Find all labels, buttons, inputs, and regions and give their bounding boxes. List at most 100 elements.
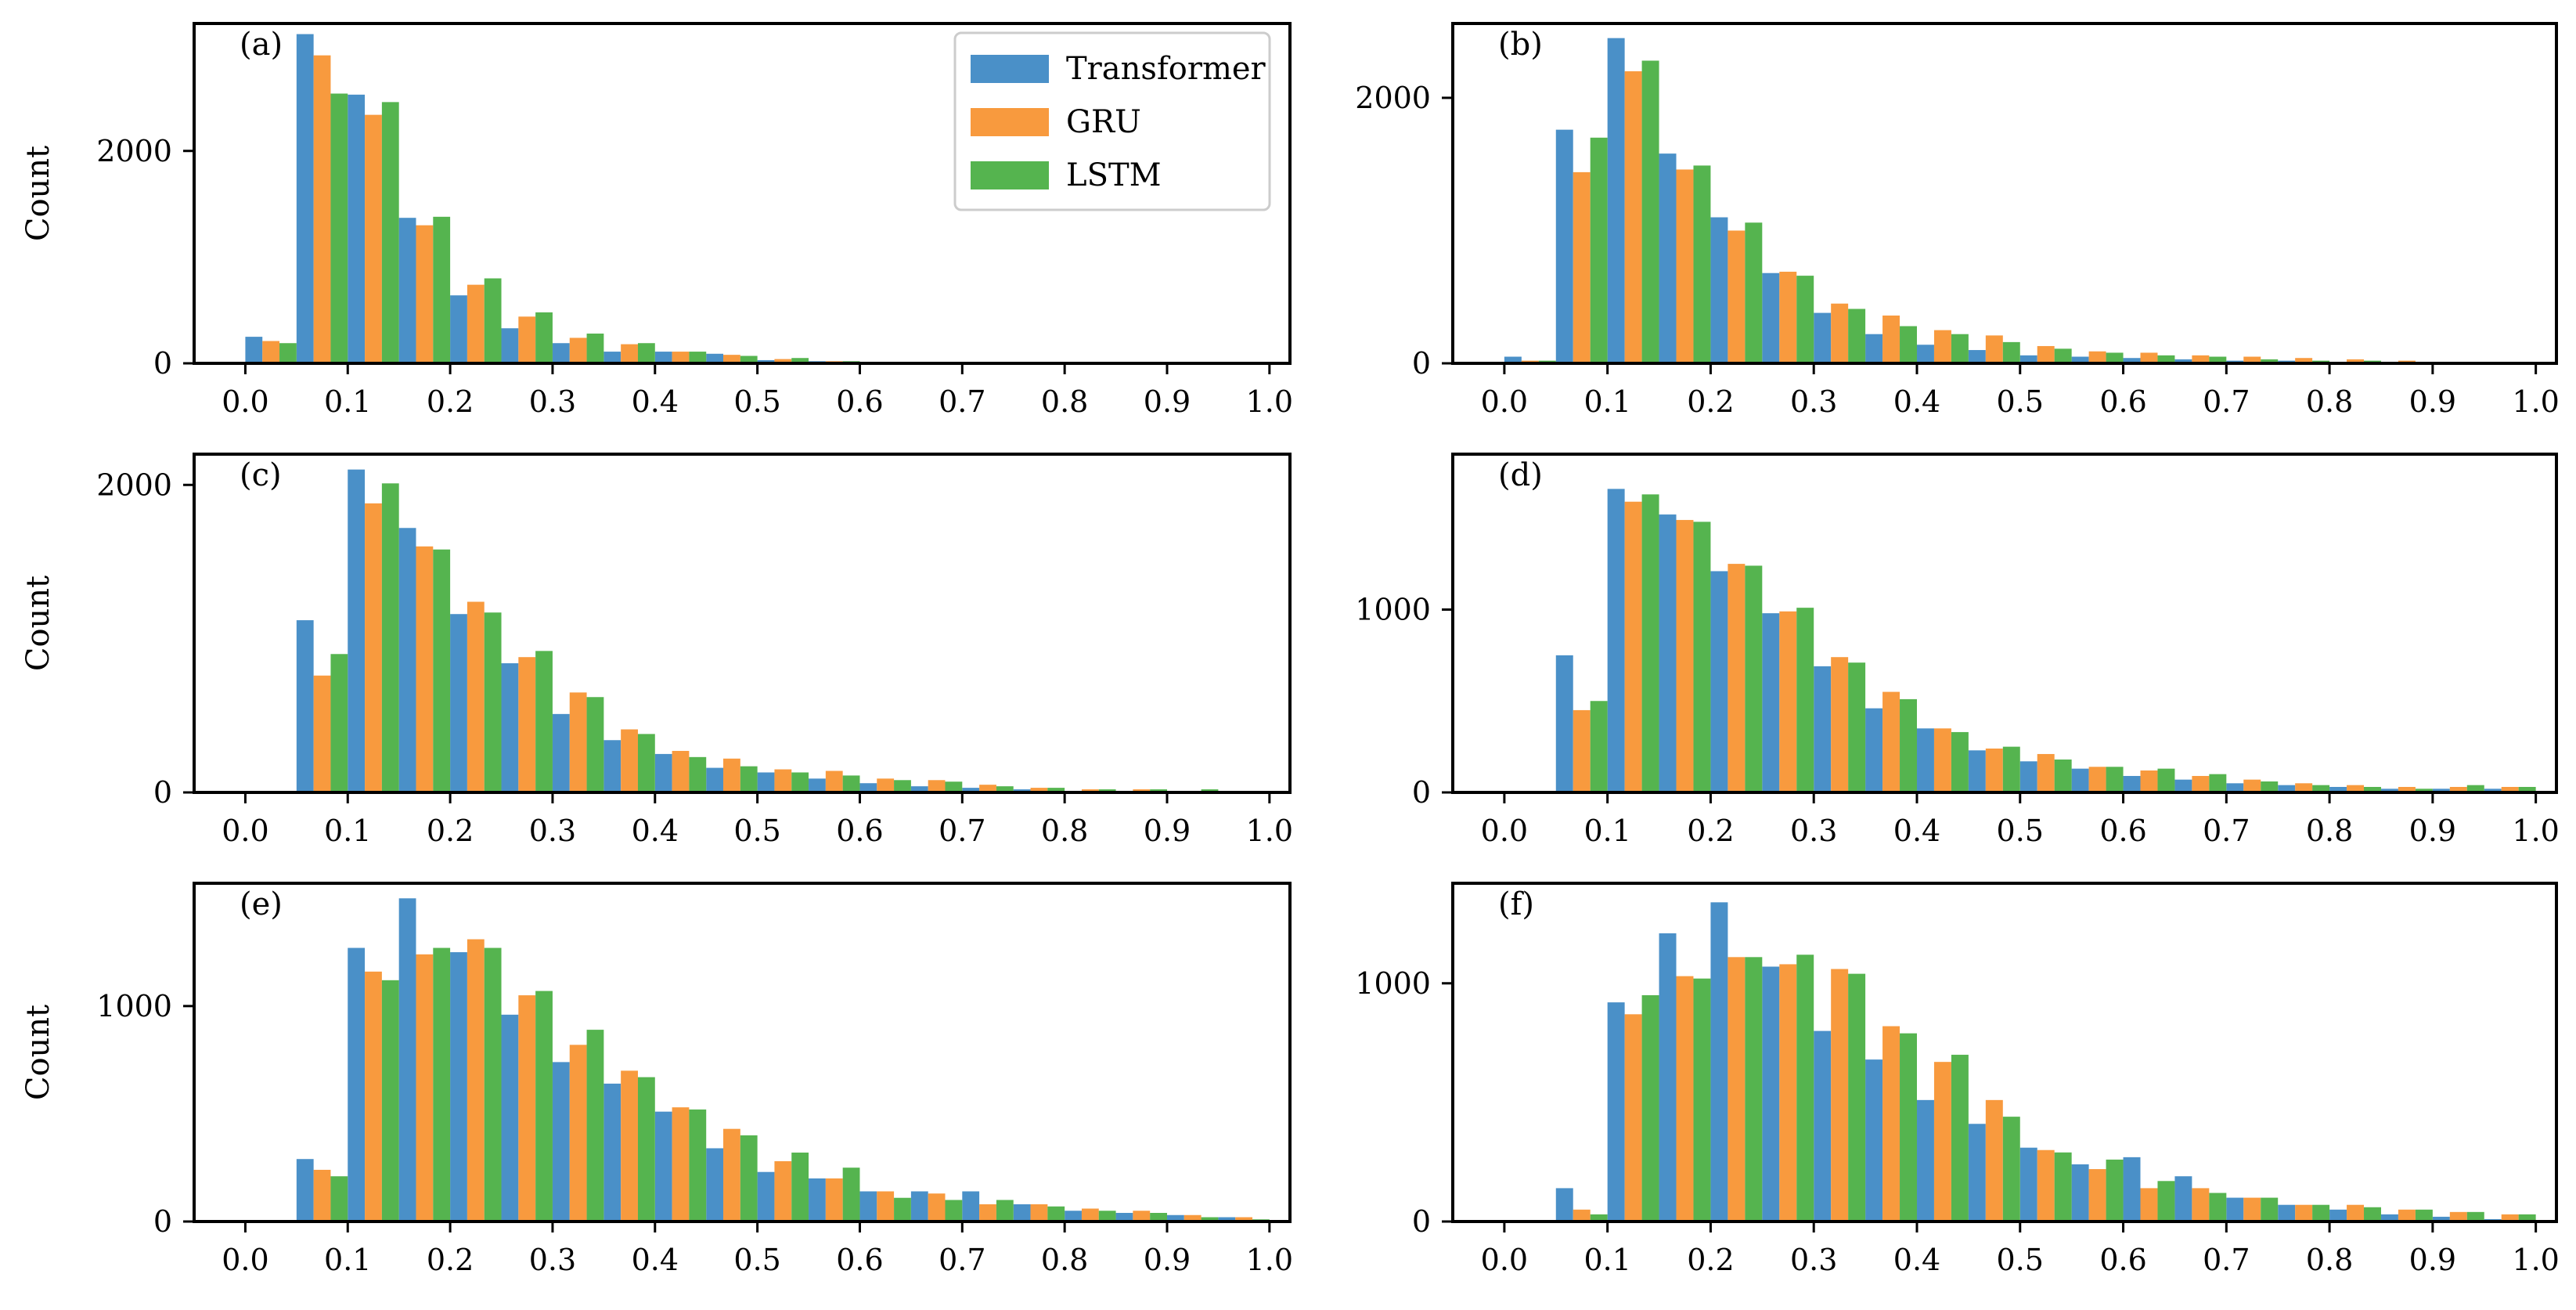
x-tick-label: 1.0 [2512, 814, 2559, 848]
axes-frame [193, 882, 1292, 1223]
bar-transformer-bin-2 [348, 947, 366, 1222]
bar-gru-bin-8 [672, 352, 690, 363]
x-tick-label: 0.1 [324, 814, 371, 848]
bar-lstm-bin-6 [1848, 973, 1866, 1222]
bar-gru-bin-3 [416, 546, 434, 792]
y-tick-label: 1000 [96, 989, 172, 1023]
bar-gru-bin-3 [1676, 976, 1694, 1222]
bar-transformer-bin-12 [859, 783, 877, 792]
bar-gru-bin-12 [2140, 770, 2158, 792]
bar-gru-bin-6 [1831, 657, 1849, 792]
bar-lstm-bin-5 [535, 991, 553, 1222]
bar-gru-bin-6 [569, 692, 587, 792]
bar-gru-bin-7 [1882, 1026, 1900, 1222]
bar-gru-bin-4 [467, 939, 485, 1222]
x-tick-label: 0.7 [939, 814, 985, 848]
bar-lstm-bin-12 [894, 780, 911, 792]
bar-lstm-bin-7 [637, 343, 655, 363]
bar-lstm-bin-10 [2054, 1152, 2072, 1222]
bar-gru-bin-3 [416, 225, 434, 363]
axes-frame [1451, 882, 2558, 1223]
bar-gru-bin-6 [1831, 303, 1849, 363]
bar-lstm-bin-7 [1900, 698, 1917, 792]
bar-transformer-bin-5 [501, 663, 519, 792]
bar-gru-bin-18 [1184, 1214, 1202, 1222]
bar-gru-bin-15 [1030, 1204, 1048, 1222]
bar-lstm-bin-8 [1951, 731, 1969, 792]
bar-gru-bin-13 [2192, 775, 2210, 792]
x-tick-label: 0.4 [1893, 1243, 1940, 1277]
bar-gru-bin-4 [467, 601, 485, 792]
bar-transformer-bin-10 [757, 772, 775, 792]
bar-gru-bin-19 [1235, 1217, 1253, 1222]
bar-transformer-bin-7 [603, 740, 621, 792]
bar-lstm-bin-1 [1590, 1214, 1608, 1222]
bar-lstm-bin-8 [689, 1109, 707, 1222]
bar-transformer-bin-1 [1555, 655, 1573, 792]
bar-transformer-bin-6 [552, 343, 570, 363]
bar-lstm-bin-19 [2518, 1214, 2536, 1222]
bar-lstm-bin-5 [1796, 276, 1814, 363]
x-tick-label: 0.1 [1583, 1243, 1630, 1277]
bar-gru-bin-3 [416, 954, 434, 1222]
legend-swatch-gru [971, 108, 1049, 136]
bar-lstm-bin-2 [1641, 494, 1659, 792]
y-axis-label: Count [20, 1005, 56, 1100]
bar-gru-bin-12 [877, 778, 895, 792]
bar-gru-bin-9 [723, 355, 740, 363]
bar-lstm-bin-6 [1848, 662, 1866, 792]
bar-lstm-bin-9 [740, 766, 758, 792]
bar-lstm-bin-14 [2261, 781, 2279, 792]
bar-gru-bin-10 [2037, 1149, 2055, 1222]
bar-lstm-bin-11 [2106, 767, 2124, 792]
bar-lstm-bin-16 [2364, 1207, 2381, 1222]
x-tick-label: 0.5 [1997, 814, 2044, 848]
bar-transformer-bin-7 [1865, 334, 1883, 363]
bar-lstm-bin-2 [381, 980, 399, 1222]
x-tick-label: 0.0 [1481, 1243, 1528, 1277]
bar-transformer-bin-2 [1607, 38, 1625, 364]
x-tick-label: 0.4 [1893, 814, 1940, 848]
bar-gru-bin-1 [1573, 1209, 1591, 1222]
x-tick-label: 1.0 [2512, 384, 2559, 419]
x-tick-label: 0.5 [1997, 1243, 2044, 1277]
bar-gru-bin-14 [2243, 1197, 2261, 1222]
bar-transformer-bin-10 [2019, 1147, 2037, 1222]
bar-transformer-bin-16 [2329, 1209, 2347, 1222]
x-tick-label: 0.5 [733, 814, 780, 848]
bar-transformer-bin-19 [2484, 789, 2502, 792]
bar-gru-bin-7 [621, 344, 638, 363]
bar-lstm-bin-1 [330, 654, 348, 792]
bar-gru-bin-2 [1624, 501, 1642, 792]
y-tick-label: 0 [153, 775, 172, 810]
bar-gru-bin-14 [979, 1204, 996, 1222]
x-tick-label: 0.3 [1790, 814, 1837, 848]
y-tick-label: 2000 [1355, 81, 1431, 115]
bar-lstm-bin-13 [2209, 356, 2227, 363]
bar-lstm-bin-8 [689, 756, 707, 792]
bar-transformer-bin-18 [1166, 1214, 1184, 1222]
bar-transformer-bin-8 [1916, 345, 1934, 363]
bar-lstm-bin-1 [330, 93, 348, 363]
x-tick-label: 0.5 [733, 384, 780, 419]
bar-gru-bin-0 [262, 341, 280, 363]
bar-gru-bin-8 [672, 750, 690, 792]
bar-lstm-bin-6 [586, 334, 604, 363]
x-tick-label: 0.1 [1583, 384, 1630, 419]
bar-lstm-bin-13 [945, 1200, 963, 1222]
bar-lstm-bin-5 [1796, 608, 1814, 792]
x-tick-label: 0.3 [1790, 384, 1837, 419]
bar-gru-bin-2 [365, 971, 382, 1222]
x-tick-label: 0.9 [2409, 814, 2456, 848]
bar-gru-bin-2 [365, 114, 382, 363]
bar-transformer-bin-4 [450, 952, 467, 1222]
panel-a: 0.0 0.1 0.2 0.3 0.4 0.5 0.6 0.7 0.8 0.9 1.0 0 2000 Co… [20, 22, 1293, 419]
bar-lstm-bin-6 [586, 1030, 604, 1222]
x-tick-label: 0.6 [2099, 1243, 2146, 1277]
bar-transformer-bin-6 [1814, 1030, 1832, 1222]
bar-transformer-bin-15 [2278, 785, 2296, 792]
panel-label: (a) [240, 27, 283, 63]
bar-transformer-bin-7 [603, 352, 621, 363]
bar-lstm-bin-14 [996, 1200, 1014, 1222]
y-tick-label: 1000 [1355, 592, 1431, 626]
